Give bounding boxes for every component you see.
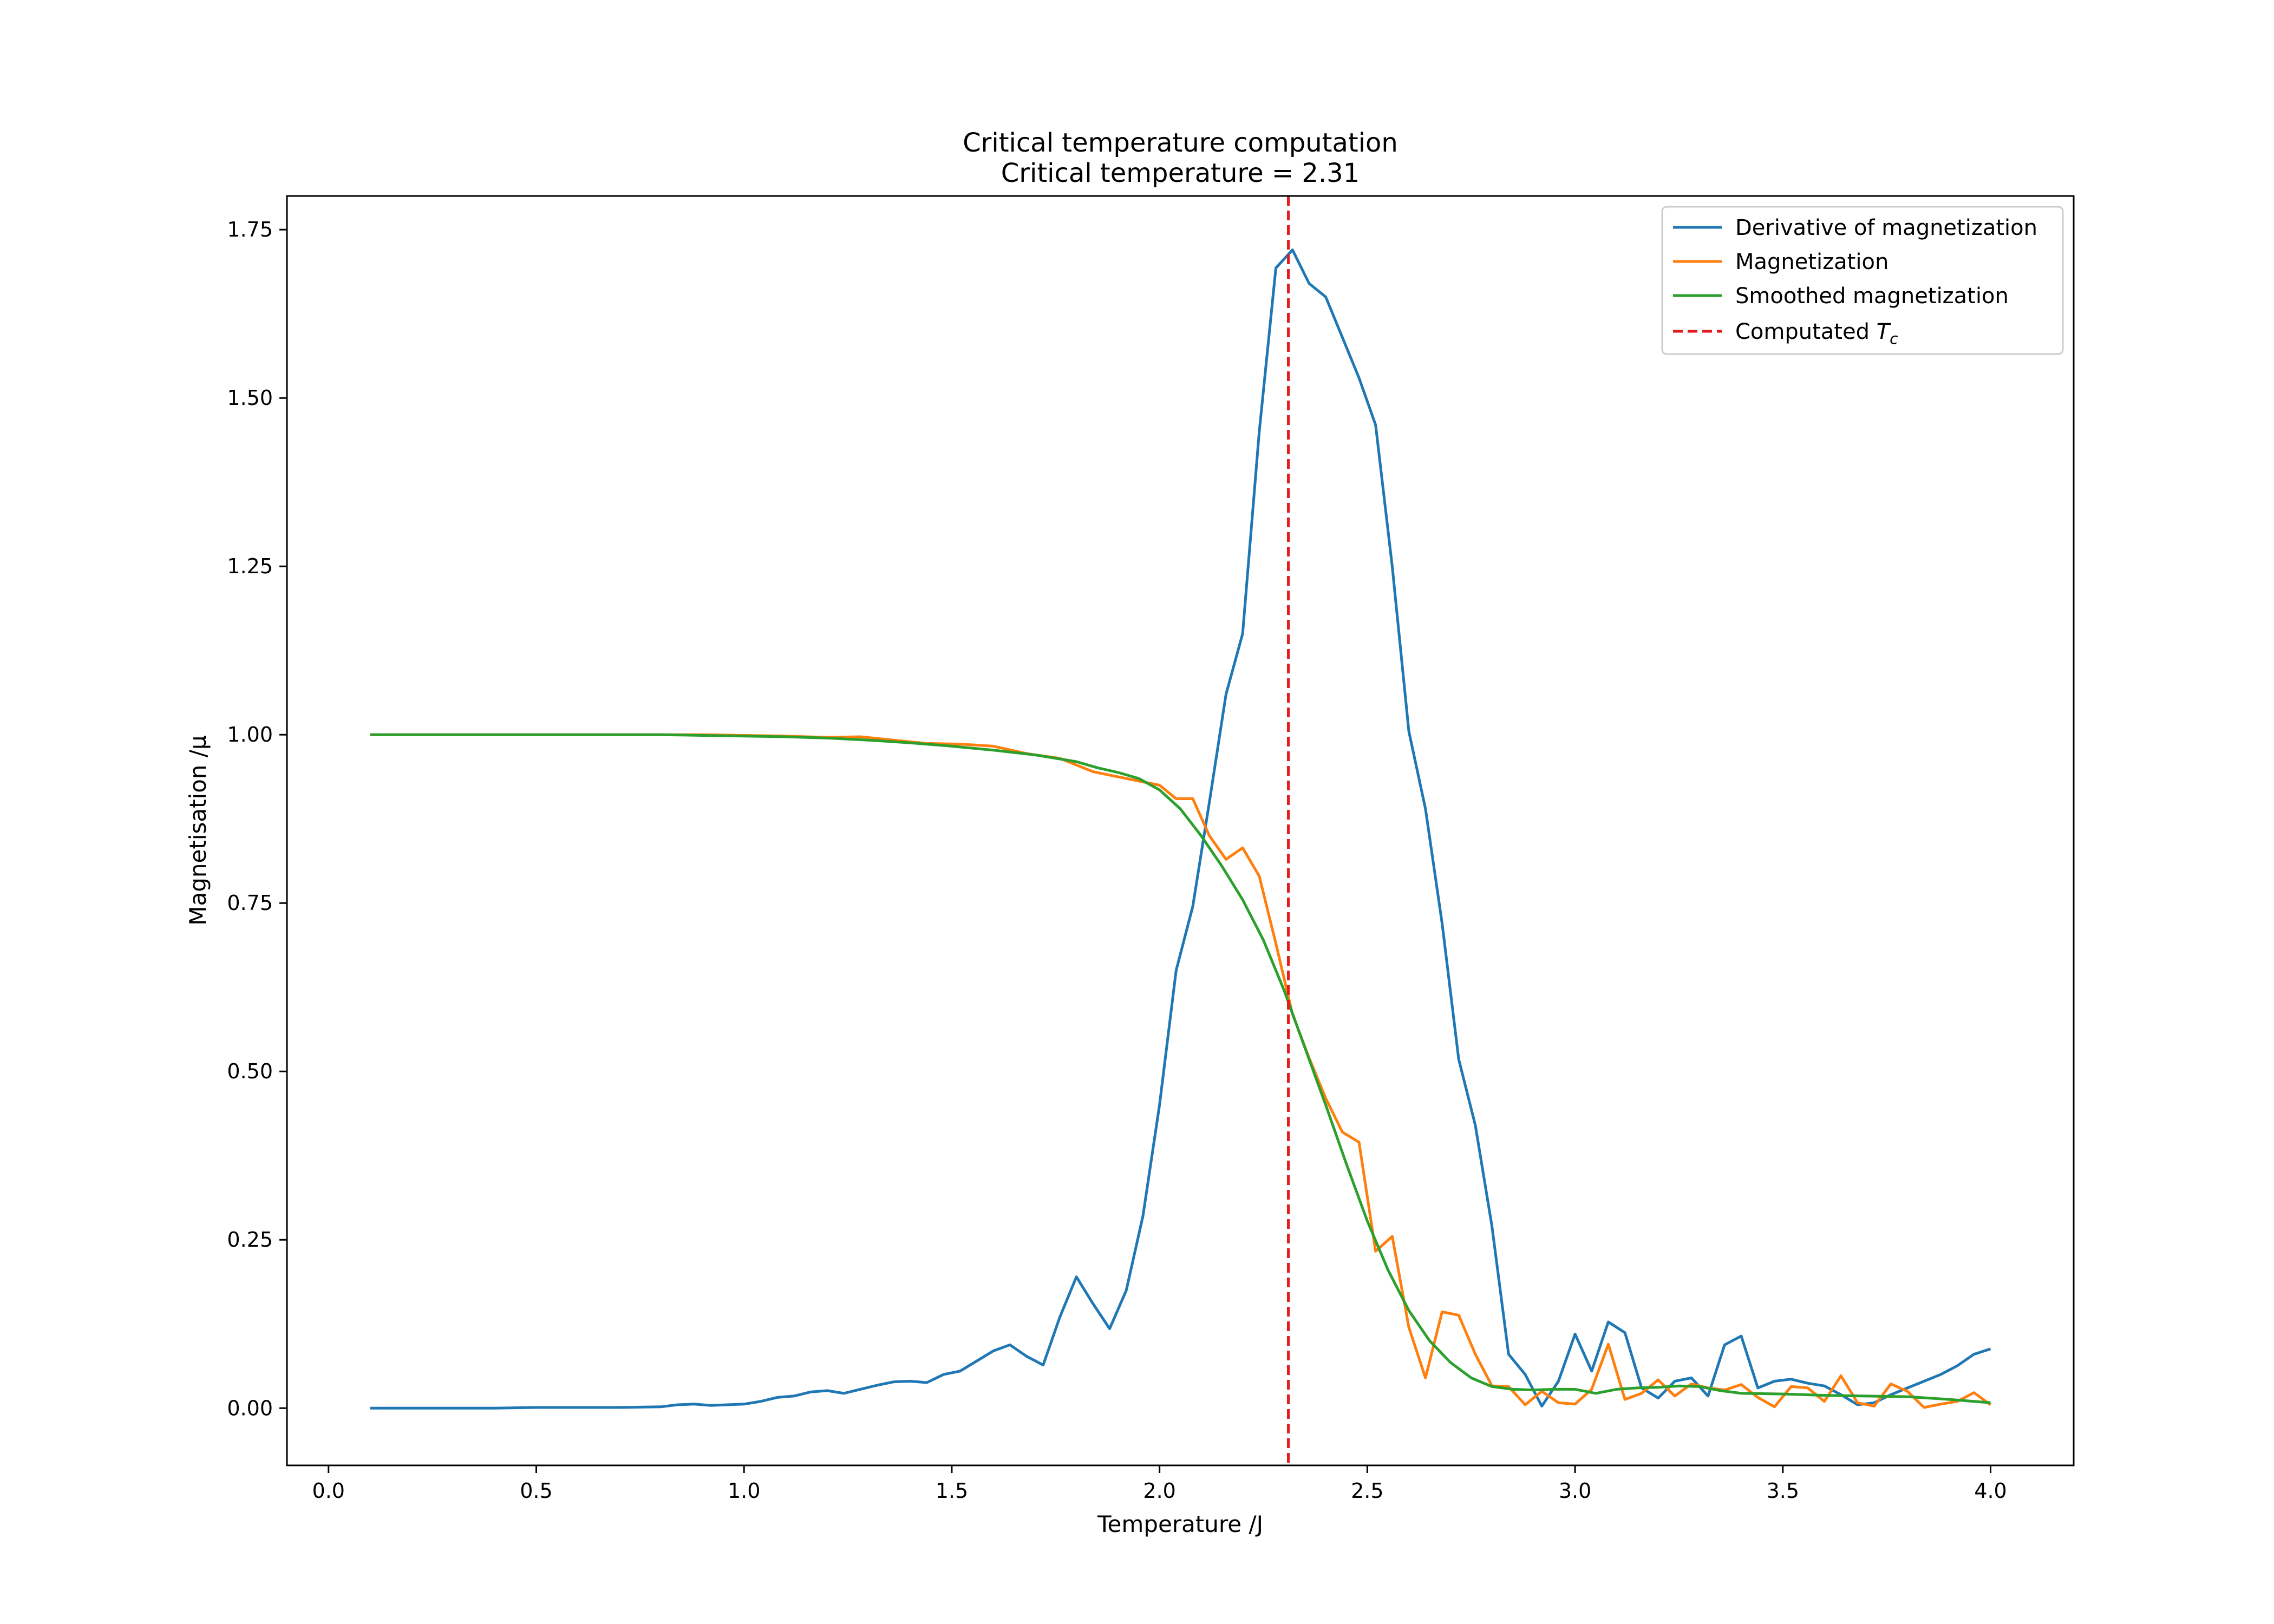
legend: Derivative of magnetization Magnetizatio… <box>1661 206 2064 355</box>
legend-label-derivative: Derivative of magnetization <box>1735 215 2037 240</box>
chart-title: Critical temperature computation <box>963 128 1398 158</box>
x-tick-label: 1.5 <box>936 1479 968 1503</box>
y-tick-label: 1.75 <box>227 218 273 241</box>
series-magnetization-line <box>370 733 1991 1409</box>
x-tick-label: 4.0 <box>1974 1479 2007 1503</box>
x-tick-label: 3.0 <box>1559 1479 1591 1503</box>
plot-area-frame <box>286 195 2075 1466</box>
y-tick-label: 0.75 <box>227 891 273 915</box>
y-tick-label: 0.00 <box>227 1396 273 1420</box>
y-axis-label: Magnetisation /μ <box>185 735 211 926</box>
y-tick-label: 0.50 <box>227 1059 273 1083</box>
legend-box <box>1661 206 2064 355</box>
x-axis-ticks: 0.0 0.5 1.0 1.5 2.0 2.5 3.0 3.5 4.0 <box>312 1465 2007 1503</box>
x-tick-label: 0.0 <box>312 1479 345 1503</box>
x-tick-label: 1.0 <box>728 1479 760 1503</box>
x-axis-label: Temperature /J <box>1097 1511 1263 1537</box>
legend-label-magnetization: Magnetization <box>1735 250 1889 274</box>
y-tick-label: 1.25 <box>227 554 273 578</box>
series-derivative-of-magnetization-line <box>370 248 1991 1410</box>
x-tick-label: 3.5 <box>1767 1479 1799 1503</box>
legend-label-tc: Computated Tc <box>1735 319 1898 348</box>
x-tick-label: 2.0 <box>1143 1479 1175 1503</box>
y-tick-label: 1.50 <box>227 386 273 410</box>
chart-subtitle: Critical temperature = 2.31 <box>1001 158 1360 188</box>
legend-label-smoothed: Smoothed magnetization <box>1735 284 2009 309</box>
series-smoothed-magnetization-line <box>370 733 1991 1404</box>
y-axis-ticks: 0.00 0.25 0.50 0.75 1.00 1.25 1.50 1.75 <box>227 218 287 1420</box>
x-tick-label: 2.5 <box>1351 1479 1383 1503</box>
x-tick-label: 0.5 <box>520 1479 552 1503</box>
y-tick-label: 1.00 <box>227 723 273 746</box>
y-tick-label: 0.25 <box>227 1228 273 1252</box>
series-layer <box>370 196 1991 1465</box>
